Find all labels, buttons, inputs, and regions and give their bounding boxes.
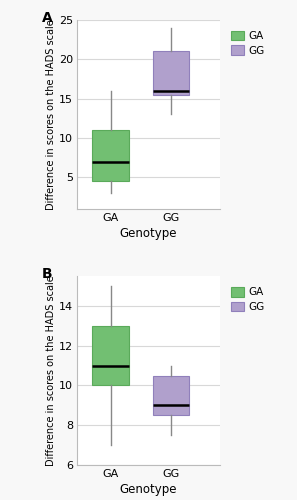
PathPatch shape: [92, 130, 129, 182]
Y-axis label: Difference in scores on the HADS scale: Difference in scores on the HADS scale: [46, 19, 56, 210]
PathPatch shape: [92, 326, 129, 386]
Y-axis label: Difference in scores on the HADS scale: Difference in scores on the HADS scale: [46, 275, 56, 466]
PathPatch shape: [153, 376, 189, 416]
Text: A: A: [42, 10, 52, 24]
PathPatch shape: [153, 52, 189, 95]
Text: B: B: [42, 266, 52, 280]
Legend: GA, GG: GA, GG: [229, 285, 266, 314]
X-axis label: Genotype: Genotype: [120, 484, 177, 496]
X-axis label: Genotype: Genotype: [120, 227, 177, 240]
Legend: GA, GG: GA, GG: [229, 29, 266, 58]
